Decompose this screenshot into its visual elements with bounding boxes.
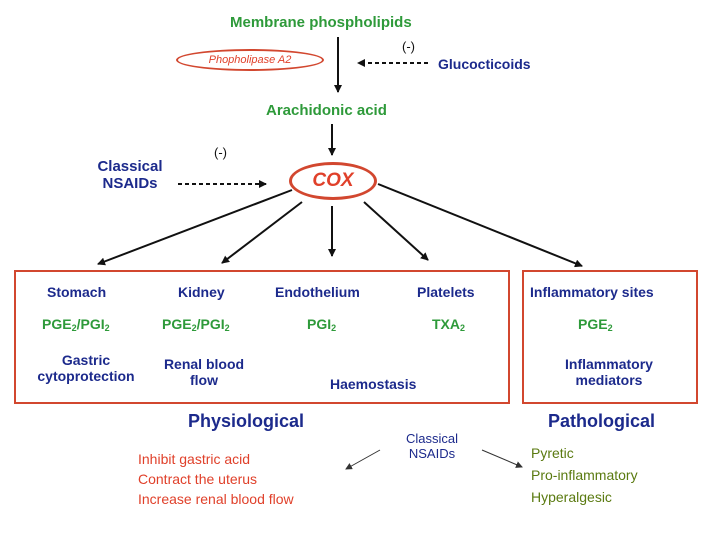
classical-nsaids-label: Classical NSAIDs (97, 158, 163, 193)
arachidonic-acid-label: Arachidonic acid (266, 102, 387, 119)
phospholipase-a2-oval: Phopholipase A2 (176, 49, 324, 71)
arrow-cox-to-kidney (221, 201, 303, 264)
arrow-nsaids-to-physiological (345, 449, 381, 470)
mediator-stomach: PGE2/PGI2 (42, 316, 110, 333)
bottom-classical-nsaids: Classical NSAIDs (405, 431, 458, 461)
inhibit-sign-glucocorticoids: (-) (402, 39, 415, 54)
arrow-nsaids-to-pathological (481, 449, 523, 468)
pathological-effect: Hyperalgesic (531, 489, 612, 505)
effect-inflammatory: Inflammatory mediators (565, 356, 653, 389)
cox-label: COX (312, 170, 354, 191)
physiological-box (14, 270, 510, 404)
pathological-effects-list: Pyretic Pro-inflammatory Hyperalgesic (531, 442, 638, 508)
glucocorticoids-label: Glucocticoids (438, 56, 531, 72)
inhibit-sign-cox: (-) (214, 145, 227, 160)
effect-stomach: Gastric cytoprotection (37, 352, 135, 385)
effect-haemostasis: Haemostasis (330, 376, 417, 392)
mediator-endothelium: PGI2 (307, 316, 337, 333)
physiological-effects-list: Inhibit gastric acid Contract the uterus… (138, 449, 294, 509)
phospholipase-a2-label: Phopholipase A2 (208, 54, 292, 66)
site-stomach: Stomach (47, 284, 107, 300)
site-endothelium: Endothelium (275, 284, 360, 300)
physiological-effect: Increase renal blood flow (138, 491, 294, 507)
effect-kidney: Renal blood flow (163, 356, 245, 389)
pathological-label: Pathological (548, 411, 656, 431)
pathological-effect: Pro-inflammatory (531, 467, 638, 483)
arrow-cox-to-inflammatory (377, 183, 583, 268)
arrow-cox-to-stomach (97, 189, 293, 266)
membrane-phospholipids-label: Membrane phospholipids (230, 14, 412, 31)
physiological-label: Physiological (188, 411, 305, 431)
physiological-effect: Inhibit gastric acid (138, 451, 251, 467)
physiological-effect: Contract the uterus (138, 471, 258, 487)
arrow-cox-to-platelets (363, 201, 429, 261)
pathological-effect: Pyretic (531, 445, 574, 461)
site-inflammatory: Inflammatory sites (530, 284, 654, 300)
site-platelets: Platelets (417, 284, 475, 300)
site-kidney: Kidney (178, 284, 225, 300)
mediator-platelets: TXA2 (432, 316, 466, 333)
cox-oval: COX (289, 162, 377, 200)
mediator-kidney: PGE2/PGI2 (162, 316, 230, 333)
mediator-inflammatory: PGE2 (578, 316, 613, 333)
pathological-box (522, 270, 698, 404)
